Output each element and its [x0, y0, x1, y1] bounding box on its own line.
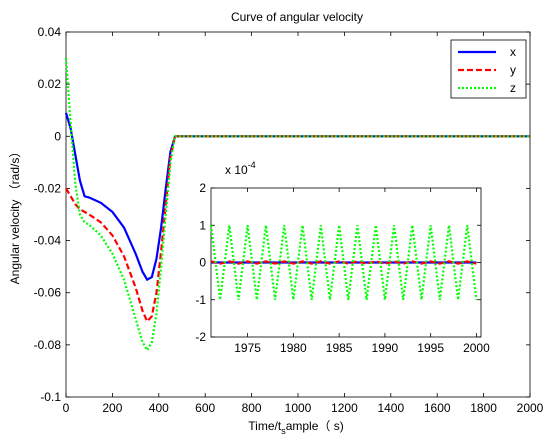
inset-series-z-line — [209, 225, 478, 300]
main-x-tick-label: 600 — [195, 401, 215, 415]
main-y-tick-label: 0.04 — [38, 25, 62, 39]
main-y-tick-label: -0.1 — [40, 390, 61, 404]
main-series-x-line — [64, 112, 530, 282]
main-y-tick-label: -0.06 — [34, 286, 62, 300]
x-axis-label-main: Time/t — [248, 419, 282, 433]
inset-plot: 1975 1980 1985 1990 1995 2000 -2 -1 0 1 2 — [195, 181, 490, 355]
main-series-z-line — [64, 57, 530, 353]
x-axis-label-rest: ample（ s) — [286, 419, 344, 433]
inset-y-tick-label: -1 — [195, 293, 206, 307]
inset-exponent-power: -4 — [248, 160, 256, 170]
x-axis-label-subscript: s — [281, 426, 286, 436]
inset-y-tick-label: 2 — [199, 181, 206, 195]
main-x-tick-label: 0 — [63, 401, 70, 415]
main-x-tick-label: 1000 — [285, 401, 312, 415]
y-axis-label: Angular velocity （rad/s） — [8, 146, 22, 285]
main-x-tick-label: 200 — [102, 401, 122, 415]
main-x-tick-label: 1400 — [377, 401, 404, 415]
inset-x-tick-label: 1975 — [234, 341, 261, 355]
main-x-tick-label: 400 — [149, 401, 169, 415]
main-y-tick-label: -0.04 — [34, 234, 62, 248]
inset-x-tick-label: 1980 — [280, 341, 307, 355]
legend-label-z: z — [510, 81, 516, 95]
inset-x-tick-label: 1990 — [372, 341, 399, 355]
inset-x-tick-label: 1995 — [417, 341, 444, 355]
main-x-tick-label: 1200 — [331, 401, 358, 415]
chart-title: Curve of angular velocity — [231, 10, 363, 24]
legend-label-x: x — [510, 45, 516, 59]
inset-y-tick-label: 1 — [199, 218, 206, 232]
legend-label-y: y — [510, 63, 516, 77]
legend: xyz — [450, 39, 527, 99]
main-series-y-line — [65, 135, 530, 324]
main-y-tick-label: -0.02 — [34, 181, 62, 195]
inset-exponent-label: x 10-4 — [225, 160, 256, 177]
main-y-tick-label: 0.02 — [38, 77, 62, 91]
inset-x-tick-label: 2000 — [463, 341, 490, 355]
inset-x-tick-label: 1985 — [326, 341, 353, 355]
x-axis-label: Time/tsample（ s) — [248, 419, 343, 436]
main-x-tick-label: 1800 — [470, 401, 497, 415]
main-x-tick-label: 1600 — [424, 401, 451, 415]
inset-y-tick-label: 0 — [199, 256, 206, 270]
inset-y-tick-label: -2 — [195, 330, 206, 344]
main-x-tick-label: 2000 — [517, 401, 544, 415]
inset-exponent-base: x 10 — [225, 163, 248, 177]
main-x-tick-label: 800 — [242, 401, 262, 415]
main-y-tick-label: -0.08 — [34, 338, 62, 352]
main-y-tick-label: 0 — [54, 129, 61, 143]
